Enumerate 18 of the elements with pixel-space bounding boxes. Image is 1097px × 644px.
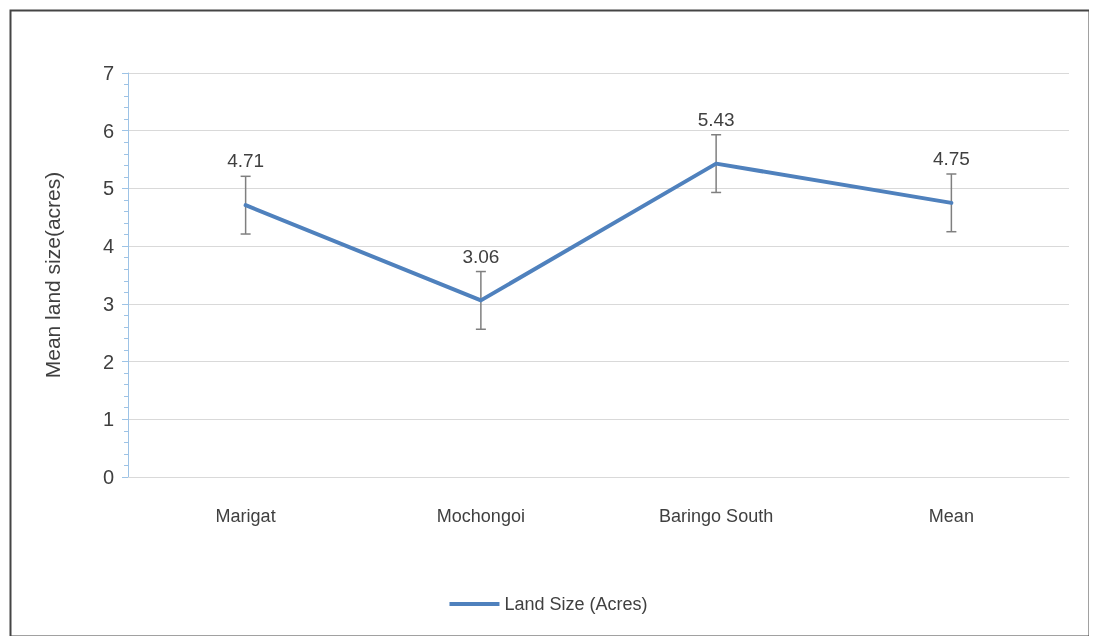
y-tick-label: 0: [102, 466, 114, 488]
y-tick-label: 4: [102, 235, 114, 258]
data-label: 3.06: [462, 245, 500, 267]
y-tick-label: 2: [102, 350, 114, 373]
x-tick-label: Mochongoi: [436, 506, 525, 526]
x-tick-label: Baringo South: [659, 506, 774, 526]
data-label: 4.71: [227, 150, 265, 172]
y-tick-label: 5: [102, 177, 114, 200]
y-axis-title: Mean land size(acres): [41, 171, 64, 379]
y-tick-label: 1: [102, 408, 114, 431]
data-label: 5.43: [697, 108, 735, 130]
y-tick-label: 6: [102, 119, 114, 142]
x-tick-label: Mean: [928, 506, 974, 526]
y-tick-label: 3: [102, 292, 114, 315]
y-tick-label: 7: [102, 62, 114, 84]
data-label: 4.75: [932, 148, 970, 169]
legend-label: Land Size (Acres): [504, 594, 648, 614]
x-tick-label: Marigat: [215, 506, 276, 526]
